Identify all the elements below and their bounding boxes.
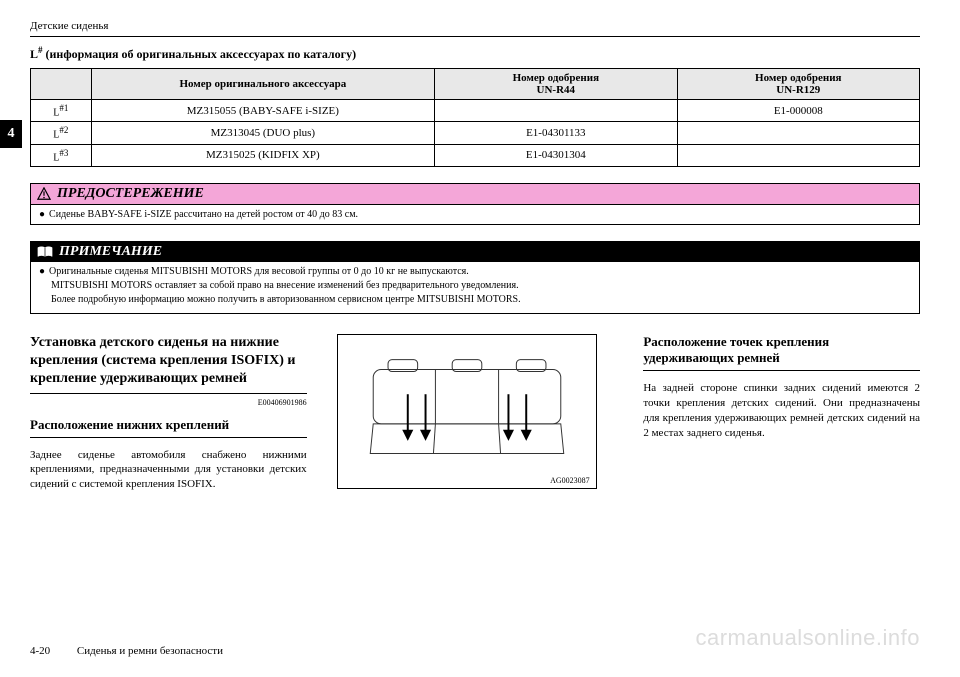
caution-header: ПРЕДОСТЕРЕЖЕНИЕ bbox=[31, 184, 919, 205]
seat-illustration bbox=[338, 335, 596, 488]
note-title: ПРИМЕЧАНИЕ bbox=[59, 244, 162, 260]
cell-unr129 bbox=[677, 144, 919, 166]
caution-box: ПРЕДОСТЕРЕЖЕНИЕ ● Сиденье BABY-SAFE i-SIZ… bbox=[30, 183, 920, 225]
table-header-unr129: Номер одобрения UN-R129 bbox=[677, 69, 919, 100]
row-label: L#3 bbox=[31, 144, 92, 166]
warning-triangle-icon bbox=[37, 187, 51, 201]
subtitle-text: (информация об оригинальных аксессуарах … bbox=[43, 47, 357, 61]
note-body: ● Оригинальные сиденья MITSUBISHI MOTORS … bbox=[31, 262, 919, 313]
note-bullet-text: Оригинальные сиденья MITSUBISHI MOTORS д… bbox=[49, 266, 469, 277]
cell-unr44 bbox=[435, 100, 677, 122]
rl-sup: #1 bbox=[59, 103, 68, 113]
middle-column: AG0023087 bbox=[337, 334, 614, 492]
caution-title: ПРЕДОСТЕРЕЖЕНИЕ bbox=[57, 186, 204, 202]
header-title: Детские сиденья bbox=[30, 20, 920, 32]
cell-accessory: MZ315025 (KIDFIX XP) bbox=[91, 144, 434, 166]
cell-unr129 bbox=[677, 122, 919, 144]
bullet-icon: ● bbox=[39, 266, 45, 277]
table-row: L#1 MZ315055 (BABY-SAFE i-SIZE) E1-00000… bbox=[31, 100, 920, 122]
subtitle-prefix: L bbox=[30, 47, 38, 61]
right-subheading: Расположение точек крепления удерживающи… bbox=[643, 334, 920, 366]
table-header-unr44: Номер одобрения UN-R44 bbox=[435, 69, 677, 100]
rl-sup: #3 bbox=[59, 148, 68, 158]
row-label: L#1 bbox=[31, 100, 92, 122]
cell-unr129: E1-000008 bbox=[677, 100, 919, 122]
book-icon bbox=[37, 245, 53, 259]
install-heading: Установка детского сиденья на нижние кре… bbox=[30, 334, 307, 389]
heading-divider bbox=[30, 393, 307, 394]
note-p2: Более подробную информацию можно получит… bbox=[51, 294, 911, 305]
cell-unr44: E1-04301304 bbox=[435, 144, 677, 166]
footer-section-title: Сиденья и ремни безопасности bbox=[77, 645, 223, 657]
caution-text: Сиденье BABY-SAFE i-SIZE рассчитано на д… bbox=[49, 209, 358, 220]
left-subheading: Расположение нижних креплений bbox=[30, 417, 307, 433]
subheading-divider bbox=[643, 370, 920, 371]
note-header: ПРИМЕЧАНИЕ bbox=[31, 242, 919, 262]
table-header-accessory: Номер оригинального аксессуара bbox=[91, 69, 434, 100]
table-row: L#3 MZ315025 (KIDFIX XP) E1-04301304 bbox=[31, 144, 920, 166]
header-divider bbox=[30, 36, 920, 37]
doc-code: E00406901986 bbox=[30, 398, 307, 407]
seat-figure: AG0023087 bbox=[337, 334, 597, 489]
section-subtitle: L# (информация об оригинальных аксессуар… bbox=[30, 45, 920, 62]
figure-label: AG0023087 bbox=[550, 476, 590, 485]
page-tab: 4 bbox=[0, 120, 22, 148]
th-unr129-l1: Номер одобрения bbox=[755, 72, 841, 84]
left-column: Установка детского сиденья на нижние кре… bbox=[30, 334, 307, 492]
right-column: Расположение точек крепления удерживающи… bbox=[643, 334, 920, 492]
footer-page-number: 4-20 bbox=[30, 645, 50, 657]
note-p1: MITSUBISHI MOTORS оставляет за собой пра… bbox=[51, 280, 911, 291]
th-unr129-l2: UN-R129 bbox=[776, 84, 820, 96]
accessory-table: Номер оригинального аксессуара Номер одо… bbox=[30, 68, 920, 167]
cell-accessory: MZ313045 (DUO plus) bbox=[91, 122, 434, 144]
cell-unr44: E1-04301133 bbox=[435, 122, 677, 144]
subheading-divider bbox=[30, 437, 307, 438]
watermark: carmanualsonline.info bbox=[695, 625, 920, 651]
caution-body: ● Сиденье BABY-SAFE i-SIZE рассчитано на … bbox=[31, 205, 919, 224]
table-row: L#2 MZ313045 (DUO plus) E1-04301133 bbox=[31, 122, 920, 144]
note-box: ПРИМЕЧАНИЕ ● Оригинальные сиденья MITSUBI… bbox=[30, 241, 920, 314]
th-unr44-l1: Номер одобрения bbox=[513, 72, 599, 84]
content-columns: Установка детского сиденья на нижние кре… bbox=[30, 334, 920, 492]
rl-sup: #2 bbox=[59, 125, 68, 135]
left-body-text: Заднее сиденье автомобиля снабжено нижни… bbox=[30, 448, 307, 493]
right-body-text: На задней стороне спинки задних сидений … bbox=[643, 381, 920, 440]
cell-accessory: MZ315055 (BABY-SAFE i-SIZE) bbox=[91, 100, 434, 122]
bullet-icon: ● bbox=[39, 209, 45, 220]
th-unr44-l2: UN-R44 bbox=[537, 84, 576, 96]
page-footer: 4-20 Сиденья и ремни безопасности bbox=[30, 645, 223, 657]
table-header-blank bbox=[31, 69, 92, 100]
row-label: L#2 bbox=[31, 122, 92, 144]
